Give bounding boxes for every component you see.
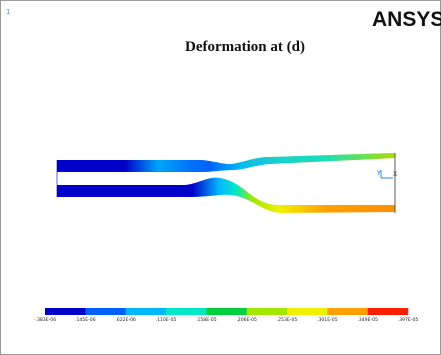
legend-label: .206E-05 [236, 317, 257, 323]
legend-band [45, 308, 86, 315]
ansys-window: 1 ANSYS Deformation at (d) Y X -.383E-06… [0, 0, 441, 355]
legend-label: .253E-05 [277, 317, 298, 323]
legend-label: .349E-05 [357, 317, 378, 323]
legend-label: .622E-06 [115, 317, 136, 323]
page: 1 ANSYS Deformation at (d) Y X -.383E-06… [0, 0, 441, 355]
legend-label: .301E-05 [317, 317, 338, 323]
legend-label: -.383E-06 [34, 317, 56, 323]
legend-label: .110E-05 [156, 317, 177, 323]
legend-label: .158E-05 [196, 317, 217, 323]
logo: ANSYS [372, 8, 441, 31]
legend-label: .145E-06 [75, 317, 96, 323]
legend-band [166, 308, 207, 315]
window-number: 1 [6, 8, 10, 16]
legend-label: .397E-05 [398, 317, 419, 323]
legend-band [327, 308, 368, 315]
triad-y-label: Y [376, 170, 381, 177]
legend-band [287, 308, 328, 315]
title: Deformation at (d) [185, 39, 305, 55]
triad-x-label: X [393, 171, 397, 178]
legend-band [126, 308, 167, 315]
legend-band [85, 308, 126, 315]
legend-band [206, 308, 247, 315]
legend-band [368, 308, 409, 315]
legend-band [247, 308, 288, 315]
